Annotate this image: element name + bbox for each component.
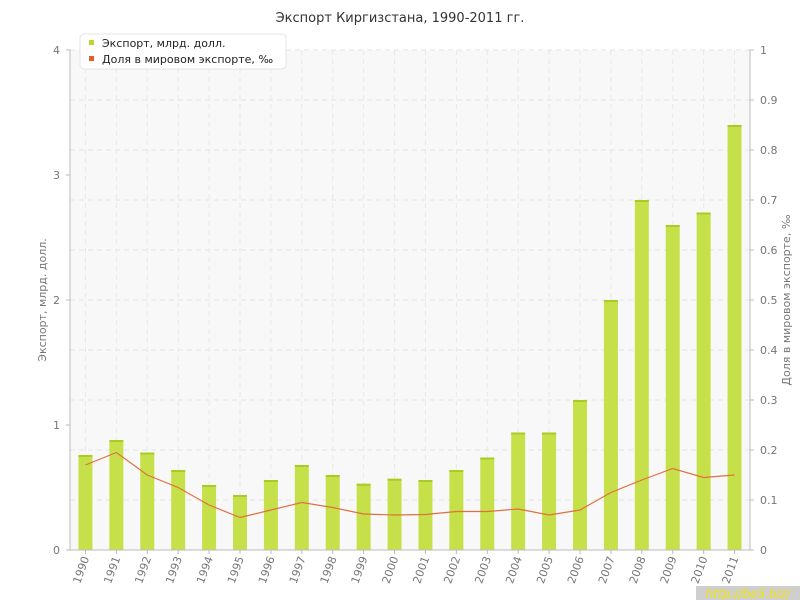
x-tick-label: 2004: [503, 555, 525, 586]
bar-cap: [449, 470, 464, 472]
bar-cap: [418, 480, 433, 482]
legend-swatch-share: [89, 56, 94, 61]
legend-swatch-export: [89, 40, 94, 45]
bar-cap: [511, 432, 526, 435]
left-axis-ticks: 0 1 2 3 4: [53, 44, 70, 557]
bar-cap: [573, 400, 587, 402]
right-axis-ticks: 0 0.1 0.2 0.3 0.4 0.5 0.6 0.7 0.8 0.9 1: [750, 44, 778, 557]
x-tick-label: 2000: [380, 555, 402, 586]
bar-cap: [325, 475, 340, 477]
chart-title: Экспорт Киргизстана, 1990-2011 гг.: [276, 11, 525, 26]
left-axis-label: Экспорт, млрд. долл.: [36, 238, 49, 361]
bar: [233, 495, 247, 550]
y2-tick-label: 0.8: [760, 144, 778, 157]
bar: [727, 125, 742, 550]
y2-tick-label: 0: [760, 544, 767, 557]
x-tick-label: 2011: [720, 555, 742, 586]
x-tick-label: 2002: [441, 555, 463, 586]
x-tick-label: 2007: [596, 555, 618, 586]
bar-cap: [634, 200, 649, 202]
y2-tick-label: 0.6: [760, 244, 778, 257]
right-axis-label: Доля в мировом экспорте, ‰: [780, 214, 793, 385]
y2-tick-label: 0.9: [760, 94, 778, 107]
bar: [325, 475, 340, 550]
x-tick-label: 1992: [132, 555, 154, 586]
watermark: http://be5.biz/: [706, 587, 792, 600]
y2-tick-label: 1: [760, 44, 767, 57]
bar-cap: [480, 457, 495, 460]
y2-tick-label: 0.3: [760, 394, 778, 407]
watermark-bg: [696, 586, 800, 600]
legend: Экспорт, млрд. долл. Доля в мировом эксп…: [79, 33, 287, 70]
x-tick-label: 1993: [163, 555, 185, 586]
bar: [356, 483, 371, 550]
y-tick-label: 0: [53, 544, 60, 557]
x-tick-label: 2008: [627, 555, 649, 586]
bar: [603, 300, 618, 550]
bar-cap: [202, 485, 217, 487]
bar: [109, 440, 124, 550]
bar: [387, 478, 402, 550]
x-tick-label: 2006: [565, 555, 587, 586]
x-tick-label: 2001: [410, 555, 432, 586]
bar-cap: [263, 480, 278, 482]
bar: [665, 225, 680, 550]
bar: [696, 212, 711, 550]
bar-cap: [356, 483, 371, 486]
bar: [294, 465, 309, 550]
legend-label-export: Экспорт, млрд. долл.: [102, 37, 225, 50]
x-tick-label: 2003: [472, 555, 494, 586]
y-tick-label: 3: [53, 169, 60, 182]
bar-cap: [109, 440, 124, 442]
bar: [542, 432, 557, 550]
bar: [511, 432, 526, 550]
bar: [202, 485, 217, 550]
bar-cap: [542, 432, 557, 435]
y2-tick-label: 0.1: [760, 494, 778, 507]
bar: [634, 200, 649, 550]
bar: [263, 480, 278, 550]
bar-cap: [233, 495, 247, 497]
bar: [449, 470, 464, 550]
y2-tick-label: 0.7: [760, 194, 778, 207]
y-tick-label: 1: [53, 419, 60, 432]
x-tick-label: 1998: [318, 555, 340, 586]
bar-cap: [603, 300, 618, 302]
bar-cap: [665, 225, 680, 227]
y2-tick-label: 0.5: [760, 294, 778, 307]
legend-label-share: Доля в мировом экспорте, ‰: [102, 53, 273, 66]
x-tick-label: 2010: [689, 555, 711, 586]
bar-cap: [387, 478, 402, 481]
x-axis-ticks: 1990 1991 1992 1993 1994 1995 1996 1997 1998 1999…: [70, 550, 741, 585]
bar: [573, 400, 587, 550]
x-tick-label: 1997: [287, 555, 309, 586]
legend-box: [79, 33, 287, 70]
y-tick-label: 4: [53, 44, 60, 57]
x-tick-label: 2005: [534, 555, 556, 586]
bar-cap: [727, 125, 742, 127]
y2-tick-label: 0.4: [760, 344, 778, 357]
bar: [171, 470, 186, 550]
bar-cap: [294, 465, 309, 467]
x-tick-label: 1995: [225, 555, 247, 586]
bar: [480, 457, 495, 550]
bar: [78, 455, 93, 550]
bar-cap: [140, 452, 155, 455]
x-tick-label: 1999: [349, 555, 371, 586]
x-tick-label: 2009: [658, 555, 680, 586]
x-tick-label: 1990: [70, 555, 92, 586]
bar-cap: [696, 212, 711, 215]
bar-cap: [171, 470, 186, 472]
y-tick-label: 2: [53, 294, 60, 307]
share-line: [85, 451, 735, 519]
bar: [140, 452, 155, 550]
x-tick-label: 1991: [101, 555, 123, 586]
x-tick-label: 1994: [194, 555, 216, 586]
bar-cap: [78, 455, 93, 457]
y2-tick-label: 0.2: [760, 444, 778, 457]
x-tick-label: 1996: [256, 555, 278, 586]
